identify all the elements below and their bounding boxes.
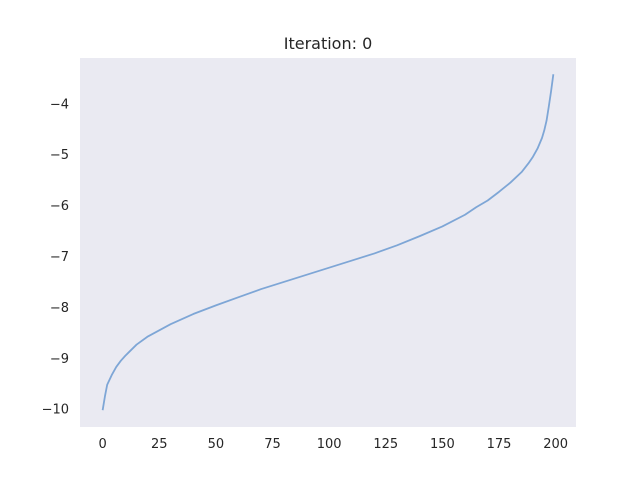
y-tick-label: −5	[50, 148, 69, 163]
series-layer	[101, 74, 555, 411]
chart-title: Iteration: 0	[284, 34, 373, 53]
x-tick-label: 50	[208, 437, 225, 452]
x-tick-label: 175	[487, 437, 512, 452]
plot-area	[80, 58, 576, 427]
y-tick-label: −9	[50, 352, 69, 367]
x-tick-label: 150	[430, 437, 455, 452]
y-tick-label: −10	[42, 403, 69, 418]
x-tick-label: 0	[99, 437, 107, 452]
y-tick-label: −6	[50, 199, 69, 214]
y-tick-labels: −10 −9 −8 −7 −6 −5 −4	[42, 97, 69, 417]
x-tick-label: 75	[264, 437, 281, 452]
y-tick-label: −4	[50, 97, 69, 112]
x-tick-label: 100	[317, 437, 342, 452]
x-tick-label: 200	[543, 437, 568, 452]
x-tick-labels: 0 25 50 75 100 125 150 175 200	[99, 437, 569, 452]
x-tick-label: 25	[151, 437, 168, 452]
y-tick-label: −8	[50, 301, 69, 316]
y-tick-label: −7	[50, 250, 69, 265]
series-line-0	[101, 74, 555, 411]
x-tick-label: 125	[373, 437, 398, 452]
